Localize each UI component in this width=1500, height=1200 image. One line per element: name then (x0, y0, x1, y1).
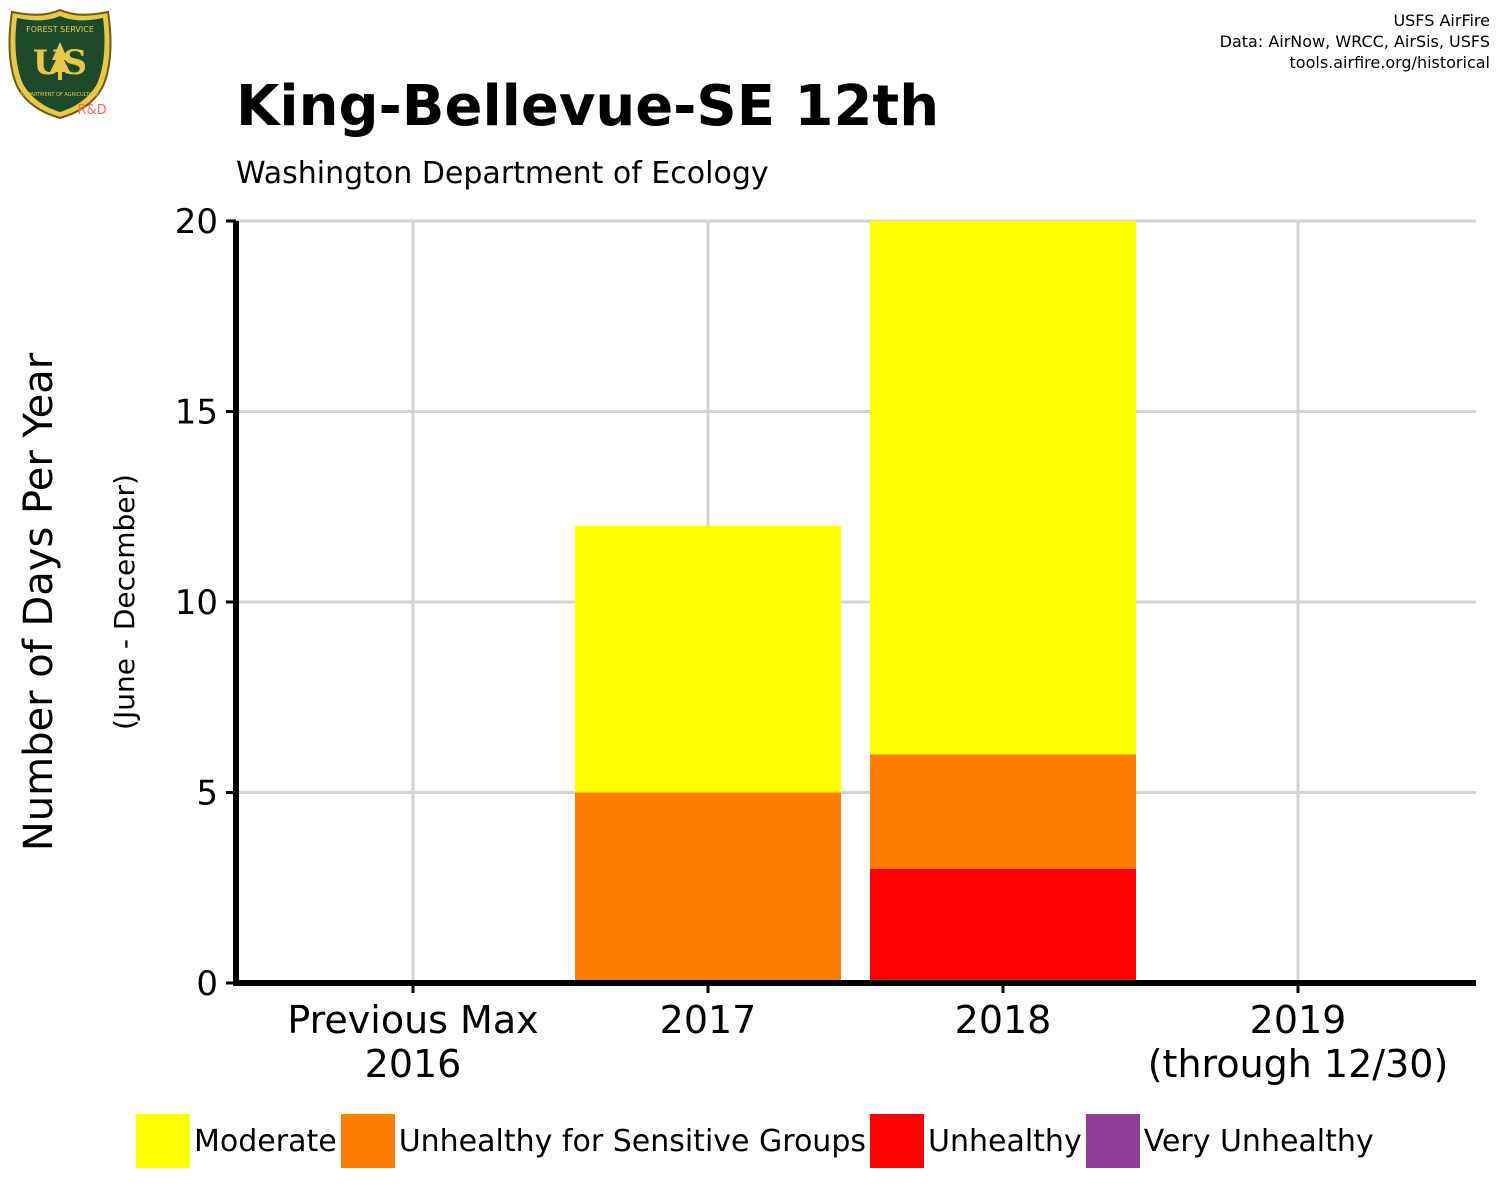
legend-label: Unhealthy for Sensitive Groups (398, 1123, 866, 1159)
y-axis-title: Number of Days Per Year (16, 352, 62, 851)
legend-label: Very Unhealthy (1143, 1123, 1374, 1159)
x-tick-label: Previous Max (287, 998, 538, 1042)
legend-label: Unhealthy (928, 1123, 1082, 1159)
bar-segment (575, 792, 841, 983)
x-tick-label: 2017 (660, 998, 757, 1042)
legend-item-moderate: Moderate (136, 1114, 337, 1168)
chart-title: King-Bellevue-SE 12th (236, 74, 940, 139)
legend-item-very-unhealthy: Very Unhealthy (1085, 1114, 1374, 1168)
logo-badge: R&D (77, 103, 106, 118)
x-tick-label: 2019 (1250, 998, 1347, 1042)
legend-item-unhealthy: Unhealthy (870, 1114, 1082, 1168)
credit-line: tools.airfire.org/historical (1289, 53, 1490, 72)
chart-subtitle: Washington Department of Ecology (236, 156, 769, 191)
credit-line: Data: AirNow, WRCC, AirSis, USFS (1219, 32, 1490, 51)
legend-swatch-very-unhealthy (1085, 1114, 1140, 1168)
y-tick-label: 15 (175, 393, 218, 433)
legend-swatch-usg (340, 1114, 395, 1168)
logo-bottom-text: DEPARTMENT OF AGRICULTURE (21, 92, 99, 98)
y-tick-label: 0 (196, 964, 218, 1004)
usfs-shield-icon: FOREST SERVICE US DEPARTMENT OF AGRICULT… (8, 8, 112, 120)
legend-label: Moderate (194, 1123, 337, 1159)
bar-segment (870, 868, 1136, 983)
credit-line: USFS AirFire (1393, 11, 1490, 30)
x-tick-label: (through 12/30) (1148, 1042, 1449, 1086)
y-tick-label: 5 (196, 774, 218, 814)
legend-swatch-unhealthy (870, 1114, 924, 1168)
bar-segment (870, 221, 1136, 755)
bar-segment (870, 754, 1136, 869)
credits: USFS AirFire Data: AirNow, WRCC, AirSis,… (1220, 10, 1490, 73)
y-axis-subtitle: (June - December) (108, 474, 141, 730)
legend-swatch-moderate (136, 1114, 190, 1168)
x-tick-label: 2018 (955, 998, 1052, 1042)
y-tick-label: 10 (175, 583, 218, 623)
legend-item-usg: Unhealthy for Sensitive Groups (340, 1114, 866, 1168)
y-tick-label: 20 (175, 202, 218, 242)
bar-segment (575, 525, 841, 793)
logo-top-text: FOREST SERVICE (26, 25, 94, 34)
x-tick-label: 2016 (365, 1042, 462, 1086)
legend: Moderate Unhealthy for Sensitive Groups … (136, 1114, 1378, 1168)
